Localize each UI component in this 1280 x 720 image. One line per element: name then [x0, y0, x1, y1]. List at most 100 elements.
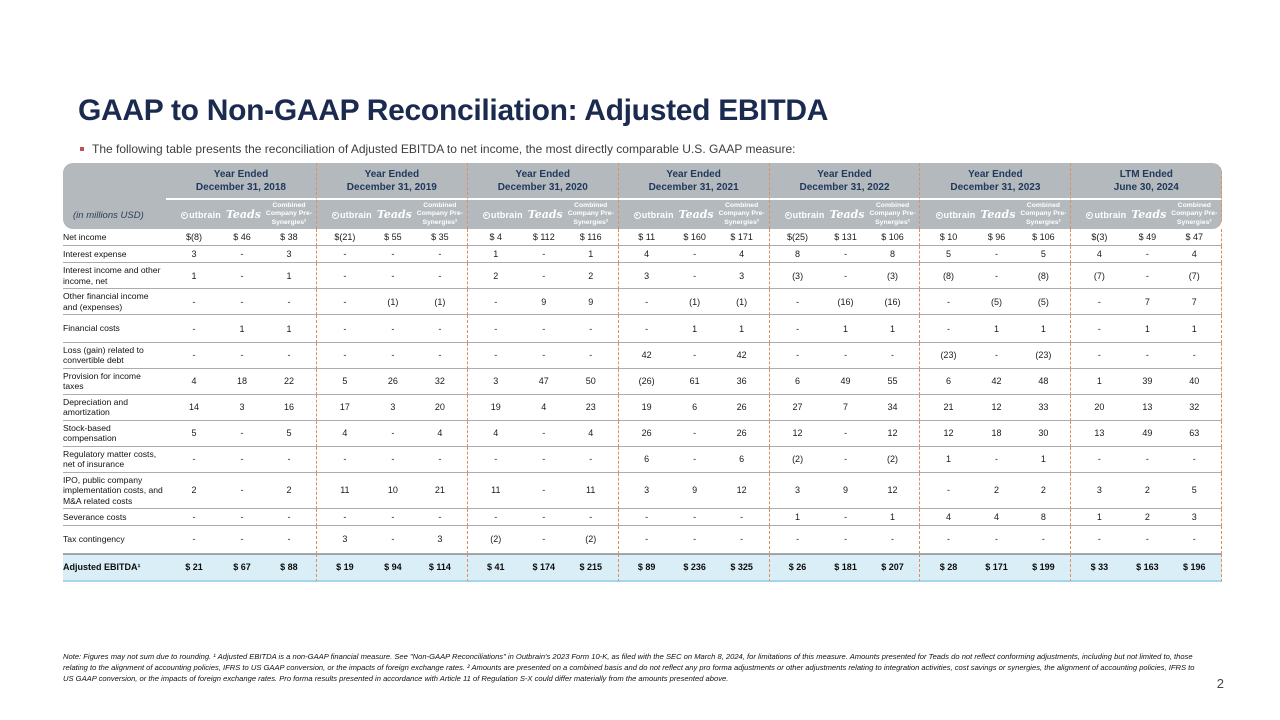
period-header: Year Ended December 31, 2021 [618, 163, 770, 200]
combined-company-header: Combined Company Pre-Synergies² [563, 200, 619, 230]
value-cell: - [976, 526, 1017, 554]
value-cell: - [825, 446, 866, 473]
value-cell: (2) [563, 526, 619, 554]
value-cell: 12 [865, 472, 921, 510]
value-cell: $(21) [316, 229, 373, 247]
value-cell: - [825, 263, 866, 290]
value-cell: 3 [316, 526, 373, 554]
table-header-brands-row: utbrain Teads Combined Company Pre-Synergi… [63, 200, 1223, 230]
value-cell: - [222, 289, 262, 316]
value-cell: 1 [262, 315, 317, 343]
value-cell: 20 [412, 394, 468, 421]
value-cell: 32 [412, 368, 468, 395]
value-cell: - [412, 315, 468, 343]
value-cell: 4 [714, 246, 770, 264]
value-cell: - [523, 263, 564, 290]
value-cell: (26) [618, 368, 675, 395]
value-cell: 1 [769, 509, 826, 527]
value-cell: 3 [1167, 509, 1223, 527]
value-cell: 3 [222, 394, 262, 421]
value-cell: 4 [412, 420, 468, 447]
value-cell: - [825, 342, 866, 369]
value-cell: - [674, 420, 715, 447]
value-cell: 10 [372, 472, 413, 510]
value-cell: $ 46 [222, 229, 262, 247]
value-cell: 1 [262, 263, 317, 290]
value-cell: - [262, 289, 317, 316]
value-cell: - [1071, 289, 1128, 316]
value-cell: - [166, 446, 222, 473]
value-cell: - [523, 446, 564, 473]
value-cell: - [865, 526, 921, 554]
value-cell: - [467, 342, 524, 369]
value-cell: 13 [1071, 420, 1128, 447]
value-cell: - [769, 315, 826, 343]
value-cell: $ 21 [166, 553, 222, 582]
value-cell: 8 [865, 246, 921, 264]
value-cell: - [865, 342, 921, 369]
value-cell: 11 [563, 472, 619, 510]
value-cell: - [166, 509, 222, 527]
value-cell: $ 199 [1016, 553, 1072, 582]
value-cell: 2 [1127, 509, 1168, 527]
value-cell: $ 171 [714, 229, 770, 247]
value-cell: - [825, 420, 866, 447]
value-cell: 55 [865, 368, 921, 395]
value-cell: 1 [920, 446, 977, 473]
outbrain-o-icon [181, 211, 189, 219]
value-cell: $ 106 [1016, 229, 1072, 247]
value-cell: 1 [1071, 368, 1128, 395]
value-cell: 4 [523, 394, 564, 421]
value-cell: - [262, 446, 317, 473]
value-cell: 1 [976, 315, 1017, 343]
combined-company-header: Combined Company Pre-Synergies² [1016, 200, 1072, 230]
value-cell: 5 [1167, 472, 1223, 510]
value-cell: - [769, 289, 826, 316]
value-cell: 26 [714, 420, 770, 447]
value-cell: - [618, 289, 675, 316]
reconciliation-table: (in millions USD) Year Ended December 31,… [63, 163, 1223, 582]
value-cell: 13 [1127, 394, 1168, 421]
value-cell: 17 [316, 394, 373, 421]
value-cell: - [714, 526, 770, 554]
value-cell: 2 [1016, 472, 1072, 510]
value-cell: 16 [262, 394, 317, 421]
value-cell: - [523, 342, 564, 369]
value-cell: $ 207 [865, 553, 921, 582]
value-cell: 40 [1167, 368, 1223, 395]
row-label: Severance costs [63, 509, 166, 527]
value-cell: 7 [825, 394, 866, 421]
table-row: Other financial income and (expenses) - - -… [63, 289, 1223, 316]
value-cell: - [1016, 526, 1072, 554]
value-cell: - [166, 315, 222, 343]
row-label: Other financial income and (expenses) [63, 289, 166, 316]
value-cell: 42 [976, 368, 1017, 395]
value-cell: - [372, 263, 413, 290]
value-cell: - [262, 342, 317, 369]
value-cell: 8 [1016, 509, 1072, 527]
row-label: Provision for income taxes [63, 368, 166, 395]
value-cell: - [769, 342, 826, 369]
outbrain-o-icon [1086, 211, 1094, 219]
value-cell: - [523, 472, 564, 510]
value-cell: 4 [166, 368, 222, 395]
value-cell: $ 26 [769, 553, 826, 582]
value-cell: $ 55 [372, 229, 413, 247]
value-cell: - [618, 315, 675, 343]
value-cell: 61 [674, 368, 715, 395]
value-cell: - [523, 526, 564, 554]
value-cell: (8) [1016, 263, 1072, 290]
value-cell: - [372, 446, 413, 473]
value-cell: - [316, 263, 373, 290]
value-cell: - [976, 342, 1017, 369]
period-header: Year Ended December 31, 2018 [166, 163, 317, 200]
value-cell: $ 174 [523, 553, 564, 582]
outbrain-o-icon [935, 211, 943, 219]
value-cell: 3 [412, 526, 468, 554]
value-cell: 1 [222, 315, 262, 343]
value-cell: - [920, 315, 977, 343]
value-cell: 26 [372, 368, 413, 395]
row-label: Interest expense [63, 246, 166, 264]
value-cell: (2) [769, 446, 826, 473]
